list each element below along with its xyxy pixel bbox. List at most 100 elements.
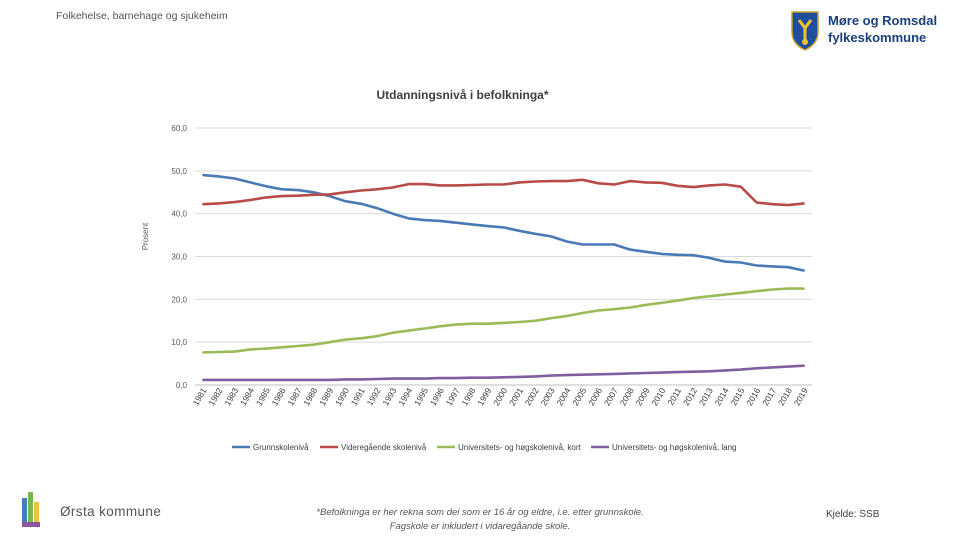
data-point xyxy=(534,319,537,322)
x-tick-label: 2017 xyxy=(760,386,778,408)
data-point xyxy=(534,232,537,235)
data-point xyxy=(312,378,315,381)
data-point xyxy=(692,254,695,257)
x-tick-label: 1992 xyxy=(365,386,383,408)
data-point xyxy=(328,193,331,196)
source-label: Kjelde: SSB xyxy=(826,509,880,520)
data-point xyxy=(296,345,299,347)
x-tick-label: 2016 xyxy=(744,386,762,408)
data-point xyxy=(755,367,758,370)
data-point xyxy=(217,351,220,353)
x-tick-label: 2015 xyxy=(728,386,746,408)
data-point xyxy=(439,377,442,380)
data-point xyxy=(233,350,236,353)
data-point xyxy=(755,201,758,204)
data-point xyxy=(439,325,442,328)
data-point xyxy=(739,261,742,264)
data-point xyxy=(455,221,457,224)
x-tick-label: 2013 xyxy=(697,386,715,408)
data-point xyxy=(439,220,442,222)
x-tick-label: 2007 xyxy=(602,386,620,408)
data-point xyxy=(644,250,647,253)
series-line-videreg-ende-skoleniv- xyxy=(202,178,805,207)
data-point xyxy=(296,378,299,381)
data-point xyxy=(692,370,695,373)
data-point xyxy=(502,376,505,379)
data-point xyxy=(613,308,616,311)
x-tick-label: 2003 xyxy=(539,386,557,408)
data-point xyxy=(724,293,726,296)
data-point xyxy=(518,229,521,232)
footnote-line1: *Befolkninga er her rekna som dei som er… xyxy=(316,507,644,518)
data-point xyxy=(470,322,473,325)
data-point xyxy=(708,370,711,373)
data-point xyxy=(755,264,758,267)
data-point xyxy=(739,368,742,371)
org-name-line1: Møre og Romsdal xyxy=(828,13,938,28)
data-point xyxy=(407,217,410,220)
data-point xyxy=(391,331,394,334)
data-point xyxy=(202,203,204,206)
data-point xyxy=(312,343,315,346)
x-tick-label: 1984 xyxy=(238,386,256,408)
section-title: Folkehelse, barnehage og sjukeheim xyxy=(56,10,228,22)
data-point xyxy=(803,364,805,367)
data-point xyxy=(771,288,774,291)
county-logo: Møre og Romsdal fylkeskommune xyxy=(790,10,940,56)
footnote: *Befolkninga er her rekna som dei som er… xyxy=(280,506,680,534)
data-point xyxy=(502,226,505,229)
data-point xyxy=(486,225,489,227)
data-point xyxy=(565,240,568,243)
data-point xyxy=(202,378,204,381)
data-point xyxy=(249,199,252,201)
data-point xyxy=(486,322,489,325)
x-tick-label: 2019 xyxy=(792,386,810,408)
data-point xyxy=(486,183,489,186)
data-point xyxy=(597,373,600,376)
data-point xyxy=(470,376,473,379)
footnote-line2: Fagskole er inkludert i vidaregåande sko… xyxy=(389,521,571,532)
data-point xyxy=(787,365,790,368)
x-tick-label: 1989 xyxy=(317,386,335,408)
x-tick-label: 2006 xyxy=(586,386,604,408)
data-point xyxy=(581,312,584,314)
data-point xyxy=(550,317,552,320)
y-tick-label: 40,0 xyxy=(171,210,187,219)
data-point xyxy=(550,374,552,377)
data-point xyxy=(202,351,204,354)
data-point xyxy=(550,180,552,183)
data-point xyxy=(407,183,410,186)
data-point xyxy=(217,202,220,205)
data-point xyxy=(613,243,616,246)
data-point xyxy=(803,202,805,205)
data-point xyxy=(597,182,600,185)
data-point xyxy=(708,256,711,259)
data-point xyxy=(376,378,378,380)
data-point xyxy=(281,195,283,198)
data-point xyxy=(502,321,505,324)
data-point xyxy=(281,346,283,349)
data-point xyxy=(233,201,236,204)
x-tick-label: 1986 xyxy=(270,386,288,408)
data-point xyxy=(423,377,426,380)
y-tick-label: 50,0 xyxy=(171,167,187,176)
data-point xyxy=(629,248,631,251)
data-point xyxy=(423,219,426,221)
x-tick-label: 2014 xyxy=(713,386,731,408)
data-point xyxy=(360,337,363,340)
data-point xyxy=(708,184,711,187)
data-point xyxy=(328,378,331,381)
x-tick-label: 1983 xyxy=(222,386,240,408)
data-point xyxy=(360,202,363,205)
data-point xyxy=(296,194,299,197)
x-tick-label: 2012 xyxy=(681,386,699,408)
data-point xyxy=(502,183,505,186)
data-point xyxy=(724,369,726,372)
data-point xyxy=(486,376,489,379)
x-tick-label: 1995 xyxy=(412,386,430,408)
municipality-name: Ørsta kommune xyxy=(60,504,162,519)
data-point xyxy=(565,374,568,377)
x-tick-label: 2001 xyxy=(507,386,525,408)
county-shield-icon xyxy=(791,11,819,51)
data-point xyxy=(344,338,347,341)
